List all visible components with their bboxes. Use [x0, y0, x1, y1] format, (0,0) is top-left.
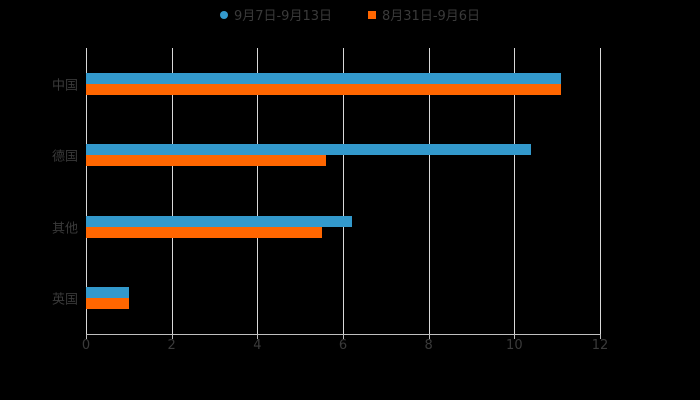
category-label: 中国 — [40, 74, 78, 93]
bar-1[interactable] — [86, 73, 561, 84]
legend-label: 9月7日-9月13日 — [234, 5, 332, 24]
x-tick-label: 2 — [168, 338, 176, 353]
bar-2[interactable] — [86, 155, 326, 166]
gridline — [600, 48, 601, 334]
bar-1[interactable] — [86, 144, 531, 155]
x-tick-label: 12 — [592, 338, 609, 353]
bar-1[interactable] — [86, 287, 129, 298]
bar-2[interactable] — [86, 298, 129, 309]
legend-item-series1[interactable]: 9月7日-9月13日 — [220, 5, 332, 24]
category-label: 英国 — [40, 289, 78, 308]
x-tick-label: 8 — [425, 338, 433, 353]
legend-label: 8月31日-9月6日 — [382, 5, 480, 24]
x-tick-label: 10 — [506, 338, 523, 353]
legend-item-series2[interactable]: 8月31日-9月6日 — [368, 5, 480, 24]
x-tick-label: 6 — [339, 338, 347, 353]
bar-1[interactable] — [86, 216, 352, 227]
x-tick-label: 4 — [253, 338, 261, 353]
chart-legend: 9月7日-9月13日 8月31日-9月6日 — [0, 5, 700, 24]
square-marker-icon — [368, 11, 376, 19]
x-tick-label: 0 — [82, 338, 90, 353]
circle-marker-icon — [220, 11, 228, 19]
bar-2[interactable] — [86, 84, 561, 95]
category-label: 其他 — [40, 217, 78, 236]
category-label: 德国 — [40, 146, 78, 165]
bar-2[interactable] — [86, 227, 322, 238]
